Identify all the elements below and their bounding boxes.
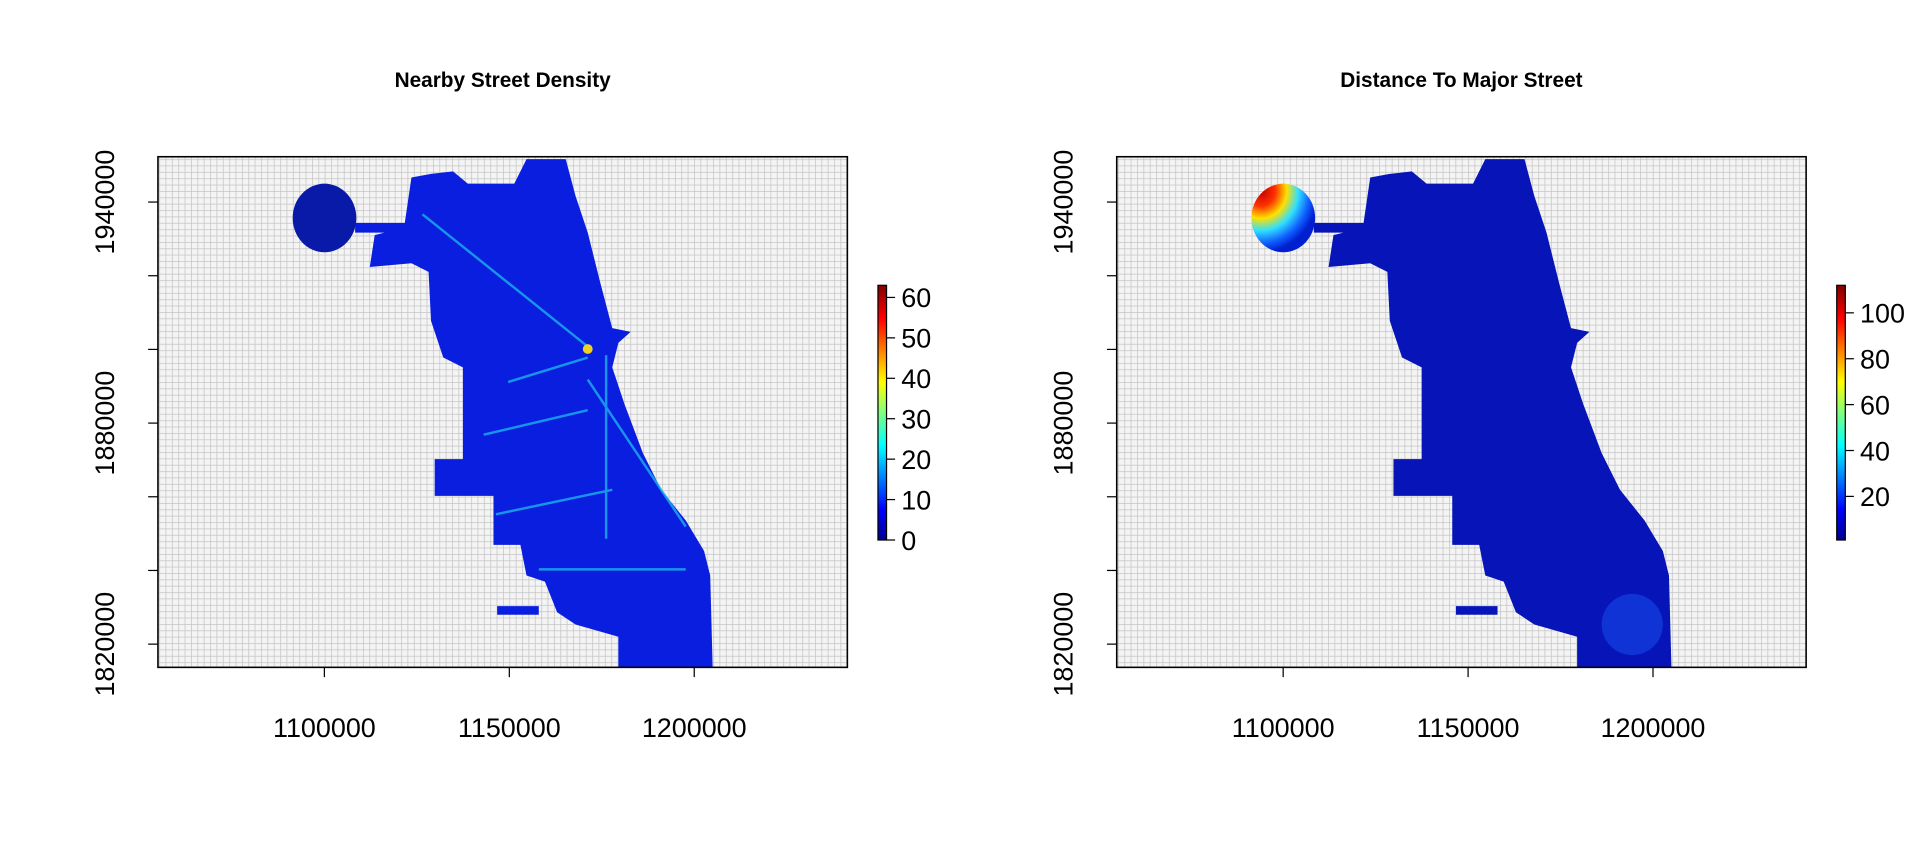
colorbar-tick-label: 10 <box>901 485 931 515</box>
x-tick-label: 1150000 <box>458 713 561 743</box>
y-tick-label: 1820000 <box>1049 592 1079 697</box>
map-region <box>292 183 357 253</box>
x-tick-label: 1200000 <box>642 713 747 743</box>
colorbar-tick-label: 40 <box>901 364 931 394</box>
x-tick-label: 1100000 <box>1232 713 1335 743</box>
colorbar-tick-label: 60 <box>1860 390 1890 420</box>
plot-box <box>157 155 849 669</box>
colorbar <box>877 284 888 541</box>
colorbar-tick-label: 100 <box>1860 299 1905 329</box>
colorbar-tick-label: 20 <box>1860 482 1890 512</box>
y-tick-label: 1880000 <box>1049 371 1079 476</box>
colorbar-tick-label: 40 <box>1860 436 1890 466</box>
panel: Distance To Major Street 1100000 1150000 12… <box>1049 69 1905 743</box>
y-tick-label: 1880000 <box>90 371 120 476</box>
map-region <box>1251 183 1316 253</box>
colorbar-tick-label: 80 <box>1860 345 1890 375</box>
colorbar-tick-label: 50 <box>901 324 931 354</box>
colorbar-tick-label: 0 <box>901 526 916 556</box>
x-tick-label: 1100000 <box>273 713 376 743</box>
map-region <box>1601 593 1663 656</box>
y-tick-label: 1940000 <box>1049 150 1079 255</box>
street-highlight <box>421 213 687 571</box>
y-tick-label: 1940000 <box>90 150 120 255</box>
y-tick-label: 1820000 <box>90 592 120 697</box>
x-tick-label: 1150000 <box>1417 713 1520 743</box>
street-highlight <box>582 344 593 354</box>
x-tick-label: 1200000 <box>1601 713 1706 743</box>
colorbar-tick-label: 30 <box>901 405 931 435</box>
panel-title: Distance To Major Street <box>1340 69 1582 92</box>
colorbar-tick-label: 20 <box>901 445 931 475</box>
panel-title: Nearby Street Density <box>395 69 612 92</box>
panel: Nearby Street Density 1100000 1150000 12000… <box>90 69 931 743</box>
plot-box <box>1115 155 1807 669</box>
colorbar <box>1836 284 1846 541</box>
colorbar-tick-label: 60 <box>901 283 931 313</box>
